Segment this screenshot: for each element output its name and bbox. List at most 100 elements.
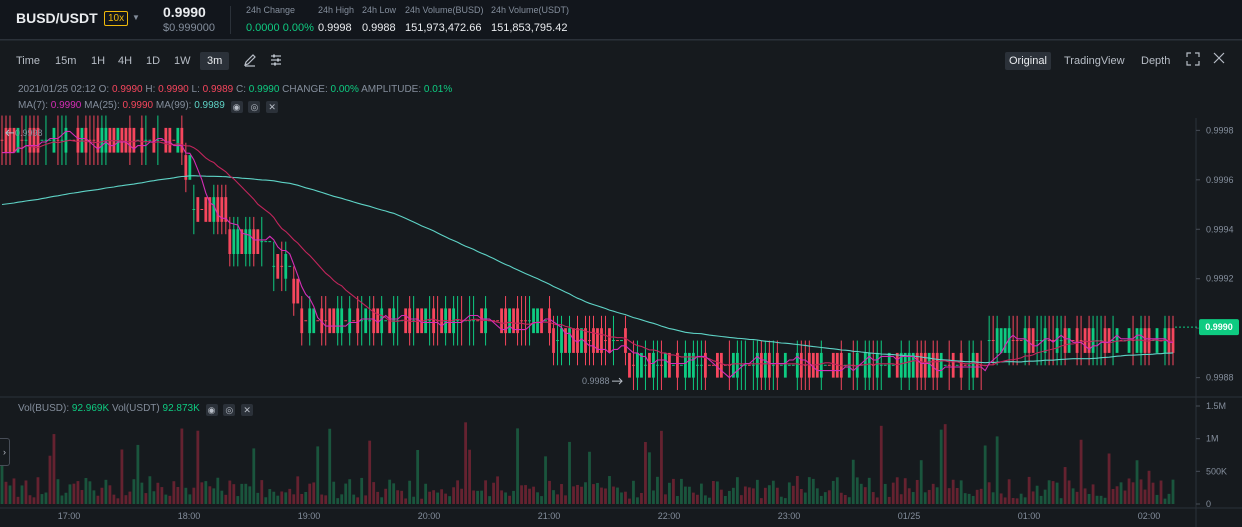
view-depth[interactable]: Depth: [1141, 55, 1171, 67]
volume-bar: [408, 480, 412, 504]
interval-3m[interactable]: 3m: [200, 52, 230, 70]
volume-bar: [44, 492, 48, 504]
volume-bar: [20, 485, 24, 504]
volume-bar: [196, 430, 200, 504]
close-icon[interactable]: [1209, 52, 1229, 70]
stat-label: 24h Volume(BUSD): [405, 5, 484, 15]
volume-bar: [935, 487, 939, 504]
open-label: O:: [98, 84, 110, 95]
candle-body: [256, 229, 260, 254]
price-tick-label: 0.9996: [1206, 175, 1234, 185]
volume-bar: [735, 477, 739, 504]
interval-time[interactable]: Time: [16, 55, 41, 67]
view-original[interactable]: Original: [1005, 52, 1051, 70]
interval-1h[interactable]: 1H: [91, 55, 106, 67]
volume-bar: [484, 480, 487, 504]
volume-bar: [644, 442, 647, 504]
volume-bar: [887, 496, 891, 504]
volume-bar: [927, 489, 931, 504]
candle-body: [1075, 328, 1079, 353]
candle-body: [715, 352, 719, 378]
sidebar-toggle-chevron-right-icon[interactable]: ›: [0, 438, 10, 466]
volume-bar: [104, 479, 108, 504]
candle-body: [1027, 328, 1031, 353]
settings-sliders-icon[interactable]: [266, 53, 286, 72]
candle-body: [684, 352, 687, 378]
eye-icon[interactable]: ◉: [205, 404, 218, 416]
volume-bar: [1119, 482, 1123, 504]
volume-series: [0, 422, 1175, 504]
close-icon[interactable]: ✕: [266, 101, 279, 113]
chevron-down-icon[interactable]: ▼: [132, 13, 140, 22]
volume-bar: [1079, 439, 1083, 504]
eye-icon[interactable]: ◉: [230, 101, 243, 113]
volume-bar: [508, 495, 511, 504]
volume-bar: [991, 492, 995, 504]
interval-1w[interactable]: 1W: [174, 55, 191, 67]
settings-icon[interactable]: ◎: [223, 404, 236, 416]
stat-24h-volume-busd: 24h Volume(BUSD) 151,973,472.66: [405, 4, 484, 34]
volume-bar: [216, 477, 220, 504]
view-tradingview[interactable]: TradingView: [1064, 55, 1125, 67]
volume-bar: [1115, 486, 1119, 504]
price-tick-label: 0.9988: [1206, 373, 1234, 383]
volume-bar: [396, 490, 400, 504]
candle-body: [775, 352, 779, 378]
candle-body: [140, 127, 144, 153]
volume-bar: [923, 492, 927, 504]
candle-body: [935, 352, 939, 378]
volume-bar: [955, 487, 959, 504]
low-marker-label: 0.9988: [582, 376, 610, 386]
candle-body: [584, 328, 587, 353]
time-tick-label: 21:00: [538, 511, 561, 521]
fullscreen-icon[interactable]: [1182, 52, 1204, 72]
volume-bar: [1111, 488, 1115, 504]
volume-bar: [1139, 479, 1143, 504]
volume-bar: [228, 480, 232, 504]
volume-bar: [300, 493, 304, 504]
candle-body: [380, 308, 384, 334]
pencil-icon[interactable]: [240, 53, 260, 72]
volume-bar: [807, 477, 811, 504]
volume-bar: [488, 496, 491, 504]
volume-bar: [779, 496, 783, 504]
interval-15m[interactable]: 15m: [55, 55, 77, 67]
volume-bar: [971, 495, 975, 504]
volume-bar: [352, 494, 356, 504]
volume-bar: [620, 492, 623, 504]
close-icon[interactable]: ✕: [241, 404, 254, 416]
candle-body: [731, 352, 735, 378]
volume-bar: [907, 488, 911, 504]
volume-bar: [640, 492, 643, 504]
interval-4h[interactable]: 4H: [118, 55, 133, 67]
current-price-label: 0.9990: [1205, 322, 1233, 332]
volume-bar: [995, 436, 999, 504]
volume-bar: [528, 488, 531, 504]
volume-bar: [424, 483, 428, 504]
volume-bar: [12, 478, 16, 504]
volume-bar: [763, 487, 767, 504]
candle-body: [903, 352, 907, 378]
settings-icon[interactable]: ◎: [248, 101, 261, 113]
candle-body: [676, 352, 679, 378]
stat-label: 24h Volume(USDT): [491, 5, 570, 15]
volume-bar: [144, 493, 148, 504]
interval-1d[interactable]: 1D: [146, 55, 161, 67]
price-tick-label: 0.9992: [1206, 274, 1234, 284]
candle-body: [204, 197, 208, 222]
low-label: L:: [191, 84, 200, 95]
stat-label: 24h High: [318, 5, 355, 15]
volume-bar: [1059, 498, 1063, 504]
candle-body: [252, 229, 256, 254]
volume-bar: [376, 491, 380, 504]
pair-name[interactable]: BUSD/USDT: [16, 10, 98, 26]
candle-body: [636, 352, 639, 378]
volume-bar: [260, 480, 264, 504]
volume-bar: [112, 494, 116, 504]
volume-bar: [292, 494, 296, 504]
volume-bar: [596, 482, 599, 504]
candle-body: [292, 278, 296, 304]
candle-body: [220, 197, 224, 222]
volume-bar: [1123, 490, 1127, 504]
